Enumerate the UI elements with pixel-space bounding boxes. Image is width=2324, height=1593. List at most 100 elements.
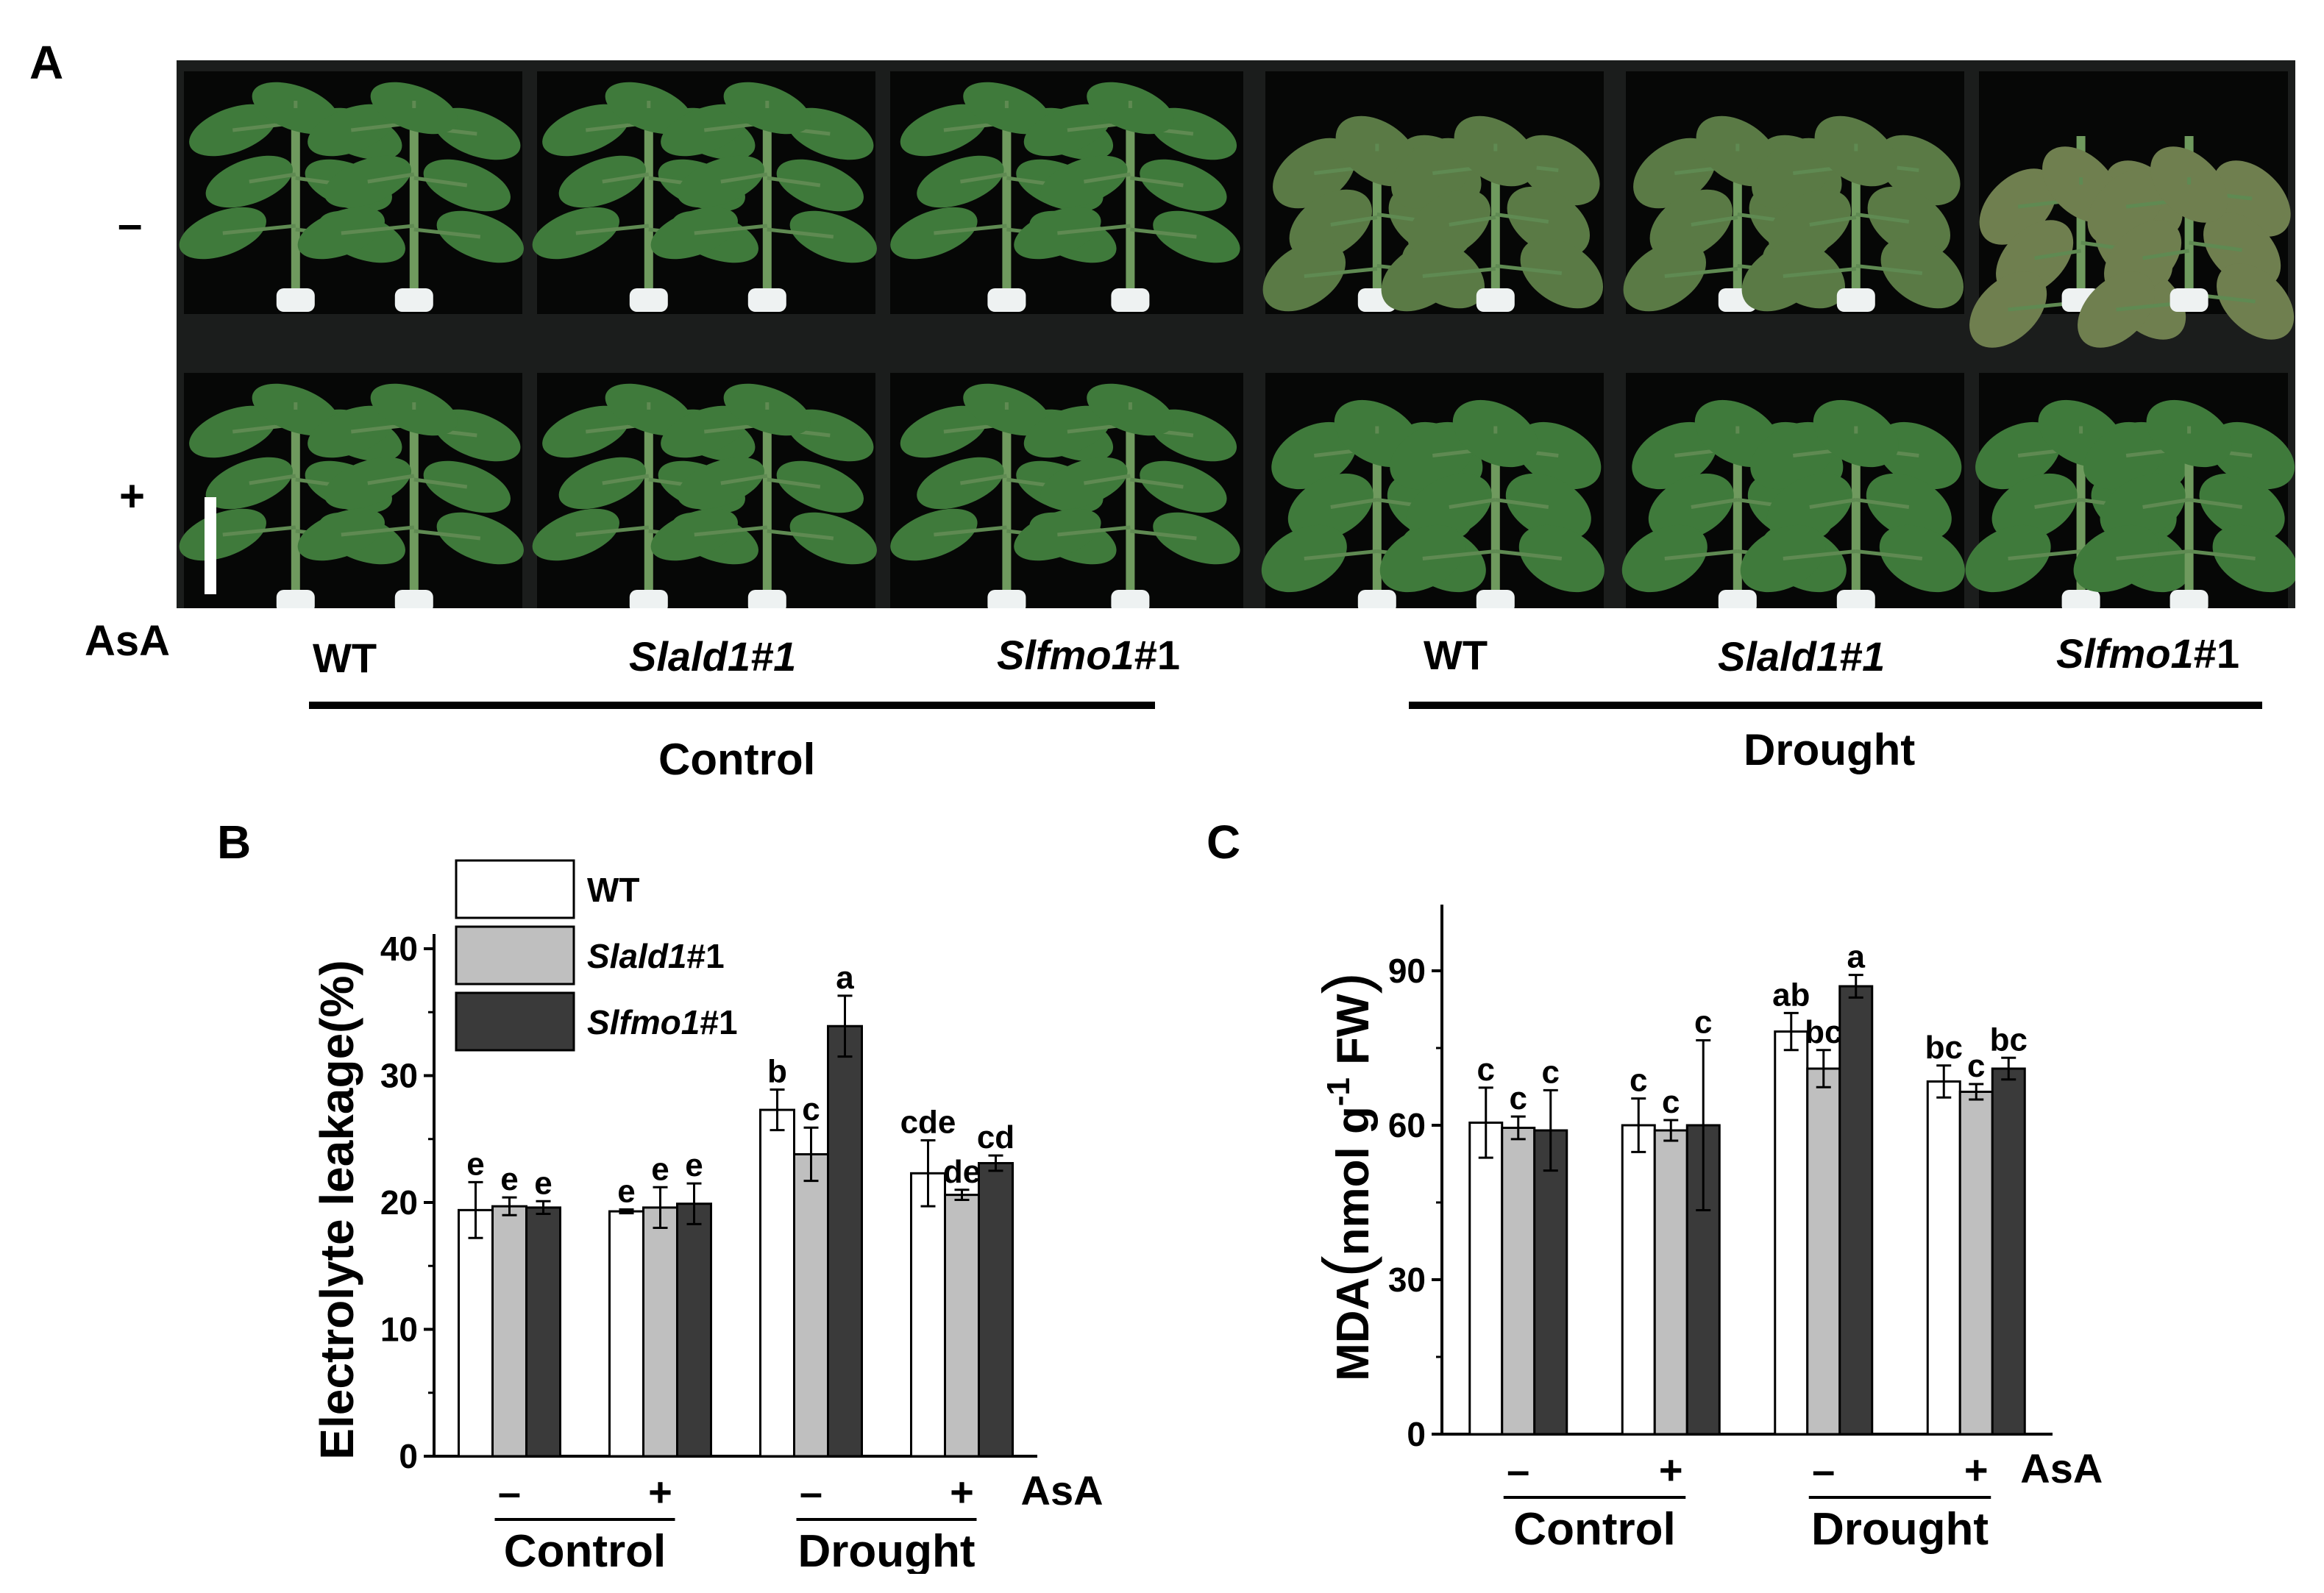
genotype-label-slald1-drought: Slald1#1 <box>1718 633 1886 680</box>
leaf-petiole <box>2189 549 2256 560</box>
bar <box>1991 1067 2026 1436</box>
leaf-petiole <box>2142 498 2189 509</box>
leaf-petiole <box>1130 529 1197 541</box>
leaf-petiole <box>413 227 481 239</box>
leaf-petiole <box>2189 240 2242 252</box>
genotype-label-slald1-control: Slald1#1 <box>629 633 797 680</box>
genotype-label-slfmo1-drought: Slfmo1#1 <box>2056 630 2239 677</box>
plant-leaf <box>776 460 864 513</box>
plant-pot <box>987 288 1026 312</box>
leaf-petiole <box>1330 498 1378 509</box>
y-axis-paren-open: ( <box>1310 1255 1382 1277</box>
significance-letter: cde <box>900 1104 956 1140</box>
plant-pot <box>629 590 668 608</box>
plant-leaf <box>179 207 266 260</box>
row-sign-minus: – <box>118 199 143 249</box>
significance-letter: e <box>466 1146 484 1182</box>
bar <box>827 1024 863 1458</box>
significance-letter: c <box>1694 1005 1712 1041</box>
plant-leaf <box>189 104 277 157</box>
legend-swatch <box>455 859 575 919</box>
asa-group-label: + <box>1964 1447 1989 1493</box>
significance-letter: c <box>1967 1048 1985 1084</box>
plant-pot <box>1836 288 1875 312</box>
y-tick-label: 20 <box>380 1183 418 1222</box>
y-axis-label-exp: -1 <box>1321 1077 1357 1106</box>
leaf-petiole <box>413 529 481 541</box>
leaf-petiole <box>1783 267 1857 278</box>
significance-letter: bc <box>1925 1030 1963 1066</box>
plant-pot <box>1111 590 1150 608</box>
plant-pot <box>1836 590 1875 608</box>
leaf-petiole <box>575 224 650 235</box>
plant-photo-minus-1 <box>179 71 524 314</box>
asa-group-label: + <box>1659 1447 1683 1493</box>
plant-leaf <box>776 159 864 212</box>
plant-photo-minus-3 <box>890 71 1243 314</box>
leaf-petiole <box>1130 227 1197 239</box>
legend-label-suffix: #1 <box>687 937 725 975</box>
bar <box>1533 1129 1568 1436</box>
genotype-label-wt-control: WT <box>313 635 377 681</box>
leaf-petiole <box>1130 176 1184 188</box>
plant-pot <box>747 288 786 312</box>
leaf-petiole <box>249 172 296 184</box>
bar <box>910 1172 946 1458</box>
asa-axis-label: AsA <box>1021 1467 1104 1514</box>
drought-group-line <box>1409 702 2262 709</box>
leaf-petiole <box>1330 215 1378 227</box>
plant-leaf <box>179 508 266 561</box>
leaf-petiole <box>1304 549 1378 560</box>
plant-pot <box>2061 590 2100 608</box>
leaf-petiole <box>1664 267 1738 278</box>
asa-axis-label: AsA <box>2020 1445 2103 1492</box>
plant-pot <box>1357 590 1396 608</box>
significance-letter: cd <box>977 1119 1014 1155</box>
legend-swatch <box>455 991 575 1052</box>
leaf-petiole <box>2142 249 2189 260</box>
plant-pot <box>1476 288 1515 312</box>
plant-pot <box>394 288 433 312</box>
y-axis-label: MDA(nmol g-1 FW) <box>1310 972 1382 1381</box>
leaf-petiole <box>1495 498 1549 509</box>
significance-letter: bc <box>1990 1022 2028 1058</box>
plant-pot <box>1476 590 1515 608</box>
leaf-petiole <box>1691 498 1738 509</box>
bar <box>1468 1122 1504 1436</box>
condition-label: Control <box>504 1526 666 1574</box>
significance-letter: c <box>1630 1063 1647 1099</box>
plant-pot <box>276 288 315 312</box>
significance-letter: a <box>1847 939 1866 975</box>
plant-pot <box>276 590 315 608</box>
significance-letter: ab <box>1772 977 1810 1013</box>
plant-photo-minus-6 <box>1969 71 2295 348</box>
bar <box>1958 1091 1994 1436</box>
plant-pot <box>2170 288 2208 312</box>
leaf-petiole <box>341 224 415 235</box>
leaf-petiole <box>1422 267 1496 278</box>
asa-group-label: + <box>648 1469 672 1515</box>
bar <box>1838 985 1874 1436</box>
bar <box>1806 1067 1841 1436</box>
plant-photo-minus-2 <box>532 71 877 314</box>
bar <box>491 1205 527 1458</box>
plant-leaf <box>308 104 395 157</box>
leaf-petiole <box>767 477 821 489</box>
leaf-petiole <box>367 172 415 184</box>
panel-c-letter: C <box>1207 816 1241 869</box>
leaf-petiole <box>1855 264 1923 275</box>
plant-leaf <box>297 207 385 260</box>
leaf-petiole <box>1855 498 1910 509</box>
plant-leaf <box>297 508 385 561</box>
asa-group-label: – <box>498 1469 521 1515</box>
plant-photo-minus-5 <box>1623 71 1964 314</box>
significance-letter: e <box>500 1161 518 1197</box>
bar <box>458 1208 494 1458</box>
bar <box>608 1210 644 1458</box>
leaf-petiole <box>1057 224 1131 235</box>
leaf-petiole <box>2034 498 2081 509</box>
leaf-petiole <box>720 172 768 184</box>
significance-letter: c <box>802 1091 820 1127</box>
